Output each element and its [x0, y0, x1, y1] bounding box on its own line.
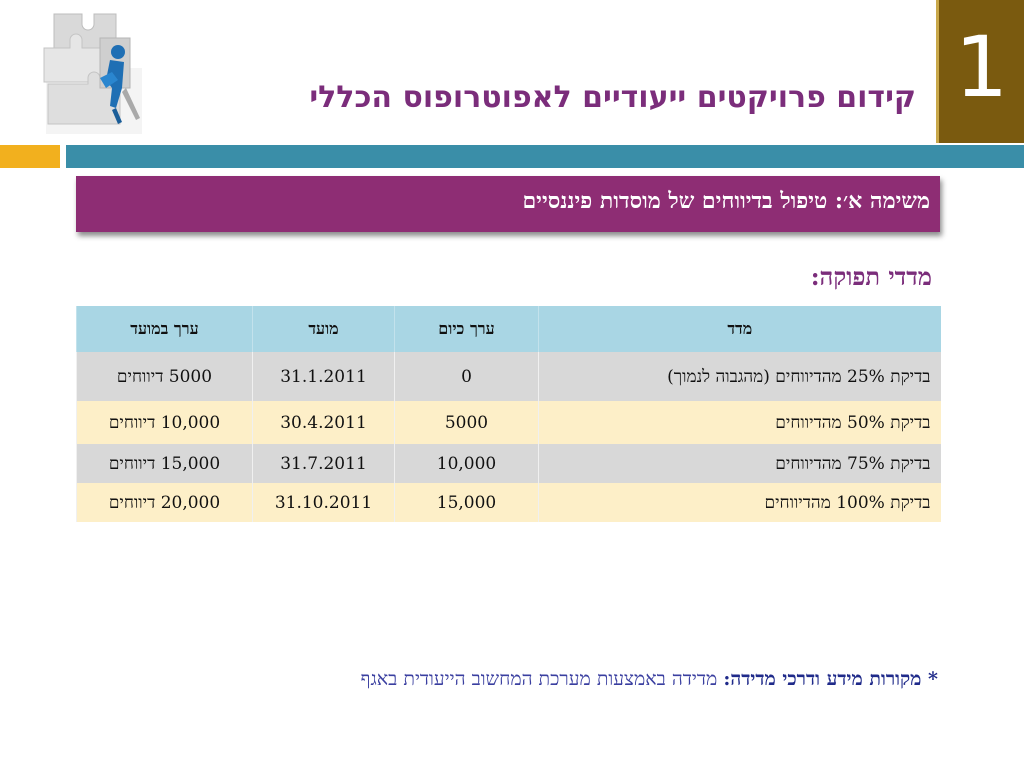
cell-metric: בדיקת 50% מהדיווחים: [538, 401, 941, 444]
cell-deadline: 31.10.2011: [252, 483, 395, 522]
cell-deadline: 30.4.2011: [252, 401, 395, 444]
cell-current: 5000: [394, 401, 539, 444]
table-header-row: מדד ערך כיום מועד ערך במועד: [76, 306, 941, 352]
header-metric: מדד: [538, 306, 941, 352]
task-title: משימה א׳: טיפול בדיווחים של מוסדות פיננס…: [522, 188, 930, 214]
cell-target: 5000 דיווחים: [76, 352, 253, 401]
section-title: מדדי תפוקה:: [810, 262, 932, 291]
cell-target: 15,000 דיווחים: [76, 444, 253, 483]
cell-metric: בדיקת 75% מהדיווחים: [538, 444, 941, 483]
puzzle-person-icon: [40, 8, 148, 136]
table-row: בדיקת 50% מהדיווחים 5000 30.4.2011 10,00…: [76, 401, 941, 444]
header-target: ערך במועד: [76, 306, 253, 352]
accent-bar-orange: [0, 145, 60, 168]
metrics-table: מדד ערך כיום מועד ערך במועד בדיקת 25% מה…: [76, 306, 941, 522]
task-banner: משימה א׳: טיפול בדיווחים של מוסדות פיננס…: [76, 176, 940, 232]
cell-deadline: 31.1.2011: [252, 352, 395, 401]
cell-metric: בדיקת 25% מהדיווחים (מהגבוה לנמוך): [538, 352, 941, 401]
cell-target: 10,000 דיווחים: [76, 401, 253, 444]
header-deadline: מועד: [252, 306, 395, 352]
header-current: ערך כיום: [394, 306, 539, 352]
accent-bar-teal: [66, 145, 1024, 168]
page-number-box: 1: [936, 0, 1024, 143]
cell-current: 15,000: [394, 483, 539, 522]
page-number: 1: [954, 17, 1009, 116]
cell-current: 10,000: [394, 444, 539, 483]
table-row: בדיקת 75% מהדיווחים 10,000 31.7.2011 15,…: [76, 444, 941, 483]
cell-current: 0: [394, 352, 539, 401]
footnote: * מקורות מידע ודרכי מדידה: מדידה באמצעות…: [361, 668, 938, 691]
cell-target: 20,000 דיווחים: [76, 483, 253, 522]
footnote-label: * מקורות מידע ודרכי מדידה:: [723, 668, 938, 690]
table-row: בדיקת 100% מהדיווחים 15,000 31.10.2011 2…: [76, 483, 941, 522]
cell-deadline: 31.7.2011: [252, 444, 395, 483]
page-title: קידום פרויקטים ייעודיים לאפוטרופוס הכללי: [309, 80, 916, 115]
table-row: בדיקת 25% מהדיווחים (מהגבוה לנמוך) 0 31.…: [76, 352, 941, 401]
cell-metric: בדיקת 100% מהדיווחים: [538, 483, 941, 522]
footnote-text: מדידה באמצעות מערכת המחשוב הייעודית באגף: [360, 668, 718, 690]
